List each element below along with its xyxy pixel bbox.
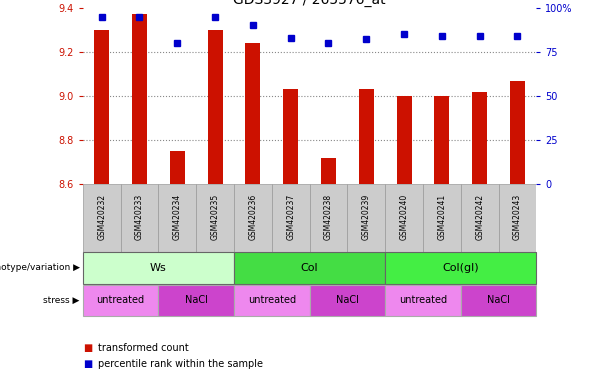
Text: percentile rank within the sample: percentile rank within the sample [98, 359, 263, 369]
Bar [245, 43, 261, 184]
Text: GSM420242: GSM420242 [475, 194, 484, 240]
FancyBboxPatch shape [461, 285, 536, 316]
FancyBboxPatch shape [234, 285, 310, 316]
Text: NaCl: NaCl [487, 295, 510, 306]
Bar [434, 96, 449, 184]
FancyBboxPatch shape [385, 252, 536, 283]
FancyBboxPatch shape [423, 184, 461, 252]
Bar [472, 92, 487, 184]
FancyBboxPatch shape [83, 285, 158, 316]
Text: Ws: Ws [150, 263, 167, 273]
FancyBboxPatch shape [498, 184, 536, 252]
Title: GDS3927 / 265576_at: GDS3927 / 265576_at [234, 0, 386, 7]
FancyBboxPatch shape [158, 285, 234, 316]
Bar [397, 96, 412, 184]
FancyBboxPatch shape [158, 184, 196, 252]
Bar [510, 81, 525, 184]
FancyBboxPatch shape [234, 184, 272, 252]
Bar [283, 89, 299, 184]
FancyBboxPatch shape [196, 184, 234, 252]
Text: GSM420233: GSM420233 [135, 194, 144, 240]
Text: GSM420239: GSM420239 [362, 194, 371, 240]
Text: GSM420240: GSM420240 [400, 194, 409, 240]
FancyBboxPatch shape [310, 184, 348, 252]
Bar [94, 30, 109, 184]
Text: NaCl: NaCl [185, 295, 208, 306]
Text: ■: ■ [83, 359, 92, 369]
FancyBboxPatch shape [234, 252, 385, 283]
Text: untreated: untreated [96, 295, 145, 306]
Text: genotype/variation ▶: genotype/variation ▶ [0, 263, 80, 272]
Bar [321, 158, 336, 184]
Text: GSM420243: GSM420243 [513, 194, 522, 240]
Bar [207, 30, 223, 184]
FancyBboxPatch shape [83, 252, 234, 283]
Text: GSM420238: GSM420238 [324, 194, 333, 240]
Bar [132, 14, 147, 184]
Text: GSM420241: GSM420241 [437, 194, 446, 240]
FancyBboxPatch shape [272, 184, 310, 252]
Text: GSM420237: GSM420237 [286, 194, 295, 240]
Text: GSM420235: GSM420235 [210, 194, 219, 240]
FancyBboxPatch shape [83, 184, 121, 252]
Text: Col: Col [301, 263, 318, 273]
FancyBboxPatch shape [385, 285, 461, 316]
FancyBboxPatch shape [348, 184, 385, 252]
FancyBboxPatch shape [121, 184, 158, 252]
FancyBboxPatch shape [461, 184, 498, 252]
FancyBboxPatch shape [310, 285, 385, 316]
Text: ■: ■ [83, 343, 92, 353]
Bar [359, 89, 374, 184]
Text: Col(gl): Col(gl) [443, 263, 479, 273]
FancyBboxPatch shape [385, 184, 423, 252]
Text: transformed count: transformed count [98, 343, 189, 353]
Text: GSM420234: GSM420234 [173, 194, 182, 240]
Text: untreated: untreated [399, 295, 447, 306]
Text: GSM420232: GSM420232 [97, 194, 106, 240]
Text: GSM420236: GSM420236 [248, 194, 257, 240]
Text: untreated: untreated [248, 295, 296, 306]
Text: NaCl: NaCl [336, 295, 359, 306]
Bar [170, 151, 185, 184]
Text: stress ▶: stress ▶ [44, 296, 80, 305]
